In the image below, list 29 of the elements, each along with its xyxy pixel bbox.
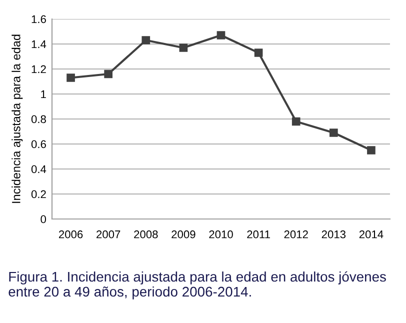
x-tick-label: 2010 (209, 230, 233, 238)
point (142, 36, 150, 44)
y-tick-label: 1.6 (32, 15, 46, 24)
y-tick-label: 0.2 (31, 190, 46, 198)
point (330, 128, 338, 137)
x-tick-label: 2007 (96, 230, 120, 238)
x-tick-label: 2014 (359, 230, 384, 238)
x-tick-label: 2008 (134, 230, 158, 238)
x-tick-label: 2012 (284, 230, 308, 238)
point (216, 31, 226, 40)
y-axis-title: Incidencia ajustada para la edad (12, 34, 23, 203)
text: Figura 1. Incidencia ajustada para la edad en adultos jóvenes entre 20 a 49 años, periodo 2006-2014. (8, 271, 386, 300)
point (367, 146, 376, 154)
y-tick-label: 0 (40, 215, 46, 224)
point (66, 74, 75, 82)
y-tick-label: 1 (41, 90, 46, 98)
point (254, 48, 263, 57)
point (179, 44, 188, 52)
x-tick-label: 2009 (172, 230, 196, 238)
y-tick-label: 0.6 (31, 140, 46, 148)
x-tick-label: 2013 (322, 230, 346, 238)
y-tick-label: 0.8 (31, 115, 46, 124)
point (104, 70, 112, 78)
x-tick-label: 2006 (58, 230, 83, 238)
y-tick-label: 1.4 (32, 40, 46, 48)
x-tick-label: 2011 (247, 230, 270, 238)
y-tick-label: 1.2 (32, 65, 46, 74)
point (292, 117, 300, 126)
y-tick-label: 0.4 (31, 165, 46, 174)
